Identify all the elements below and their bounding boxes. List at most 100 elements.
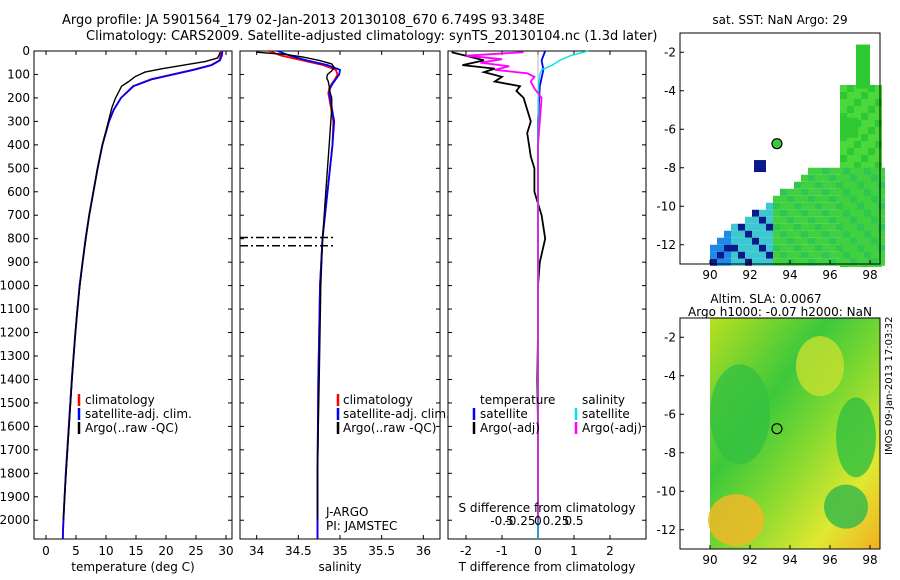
sst_map-cell: [857, 251, 864, 259]
sst_map-cell: [738, 251, 745, 259]
sst_map-cell: [738, 223, 745, 231]
sst_map-xtick-label: 96: [822, 268, 837, 282]
sst_map-cell: [871, 223, 878, 231]
sst_map-cell: [843, 244, 850, 252]
sst_map-cell: [878, 202, 885, 210]
sst_map-cell: [847, 148, 854, 155]
sst_map-cell: [864, 223, 871, 231]
sst_map-cell: [840, 141, 847, 148]
temperature-xtick-label: 0: [42, 544, 50, 558]
sst_map-cell: [801, 202, 808, 210]
sst_map-cell: [794, 188, 801, 196]
sst_map-cell: [864, 202, 871, 210]
sst_map-cell: [710, 258, 717, 266]
salinity-axes-frame: [239, 50, 441, 540]
sla_map-blob: [708, 494, 764, 547]
sla_map-ytick-label: -2: [664, 330, 676, 344]
difference-legend-label: Argo(-adj): [480, 421, 540, 435]
temperature-ytick-label: 200: [7, 91, 30, 105]
sst_map-cell: [829, 209, 836, 217]
sla_map-field: [708, 318, 880, 549]
sla_map-xtick-label: 98: [862, 553, 877, 567]
sst_map-cell: [836, 202, 843, 210]
sst_map-cell: [847, 85, 854, 92]
sst_map-cell: [875, 99, 882, 106]
sst_map-cell: [724, 251, 731, 259]
difference-legend-header-temperature: temperature: [480, 393, 555, 407]
sst_map-cell: [808, 237, 815, 245]
sst_map-ytick-label: -8: [664, 161, 676, 175]
sst_map-cell: [878, 237, 885, 245]
sst_map-cell: [878, 230, 885, 238]
salinity-xtick-label: 34.5: [285, 544, 312, 558]
sst_map-cell: [861, 155, 868, 162]
sst_map-cell: [829, 223, 836, 231]
sst_map-cell: [759, 258, 766, 266]
sst_map-cell: [878, 195, 885, 203]
sst_map-cell: [871, 209, 878, 217]
sst_map-cell: [815, 195, 822, 203]
sst_map-cell: [759, 244, 766, 252]
sst_map-cell: [794, 202, 801, 210]
sst_map-cell: [829, 216, 836, 224]
sst_map-cell: [801, 223, 808, 231]
sst_map-cell: [861, 113, 868, 120]
sst_map-cell: [878, 244, 885, 252]
sst_map-cell: [857, 223, 864, 231]
sst_map-cell: [843, 223, 850, 231]
sst_map-ytick-label: -10: [656, 199, 676, 213]
sst_map-cell: [840, 155, 847, 162]
sst_map-cell: [829, 230, 836, 238]
sst_map-cell: [875, 127, 882, 134]
sst_map-cell: [875, 106, 882, 113]
temperature-ytick-label: 300: [7, 114, 30, 128]
sst_map-cell: [745, 258, 752, 266]
sst_map-cell: [875, 85, 882, 92]
sst_map-cell: [754, 160, 766, 173]
sst_map-cell: [808, 209, 815, 217]
sla_map-blob: [824, 484, 868, 529]
temperature-xtick-label: 5: [72, 544, 80, 558]
temperature-ytick-label: 2000: [0, 513, 30, 527]
difference-xtick-label: 0: [534, 544, 542, 558]
sst_map-cell: [801, 258, 808, 266]
sst_map-cell: [861, 92, 868, 99]
sst_map-cell: [829, 251, 836, 259]
sst_map-cell: [836, 244, 843, 252]
sst_map-cell: [850, 258, 857, 266]
salinity-series-line: [277, 50, 342, 539]
sst_map-cell: [875, 148, 882, 155]
sst_map-cell: [868, 113, 875, 120]
sst_map-cell: [843, 216, 850, 224]
sst_map-cell: [780, 230, 787, 238]
sst_map-cell: [808, 244, 815, 252]
sst_map-cell: [829, 258, 836, 266]
sla_map-ytick-label: -8: [664, 446, 676, 460]
sst_map-cell: [780, 209, 787, 217]
sst_map-cell: [787, 195, 794, 203]
sla_map-ytick-label: -12: [656, 523, 676, 537]
sla_map-blob: [796, 336, 844, 397]
sla_map-ytick-label: -6: [664, 407, 676, 421]
sst_map-cell: [843, 188, 850, 196]
temperature-legend-label: climatology: [85, 393, 155, 407]
sst_map-cell: [724, 258, 731, 266]
sst_map-cell: [808, 251, 815, 259]
sst_map-cell: [843, 230, 850, 238]
sst_map-cell: [864, 230, 871, 238]
sst_map-cell: [801, 216, 808, 224]
sst_map-cell: [843, 174, 850, 182]
sla_map-xtick-label: 94: [782, 553, 797, 567]
sst_map-cell: [871, 244, 878, 252]
sla_map-xtick-label: 92: [742, 553, 757, 567]
sst_map-cell: [856, 44, 870, 89]
sst_map-cell: [731, 237, 738, 245]
temperature-xtick-label: 25: [188, 544, 203, 558]
sst_map-cell: [801, 244, 808, 252]
sla_map-axes-frame: [679, 317, 881, 550]
sst_map-cell: [871, 237, 878, 245]
sst_map-cell: [861, 120, 868, 127]
sla_map-xtick-label: 96: [822, 553, 837, 567]
sst_map-cell: [766, 244, 773, 252]
sst_map-cell: [801, 174, 808, 182]
